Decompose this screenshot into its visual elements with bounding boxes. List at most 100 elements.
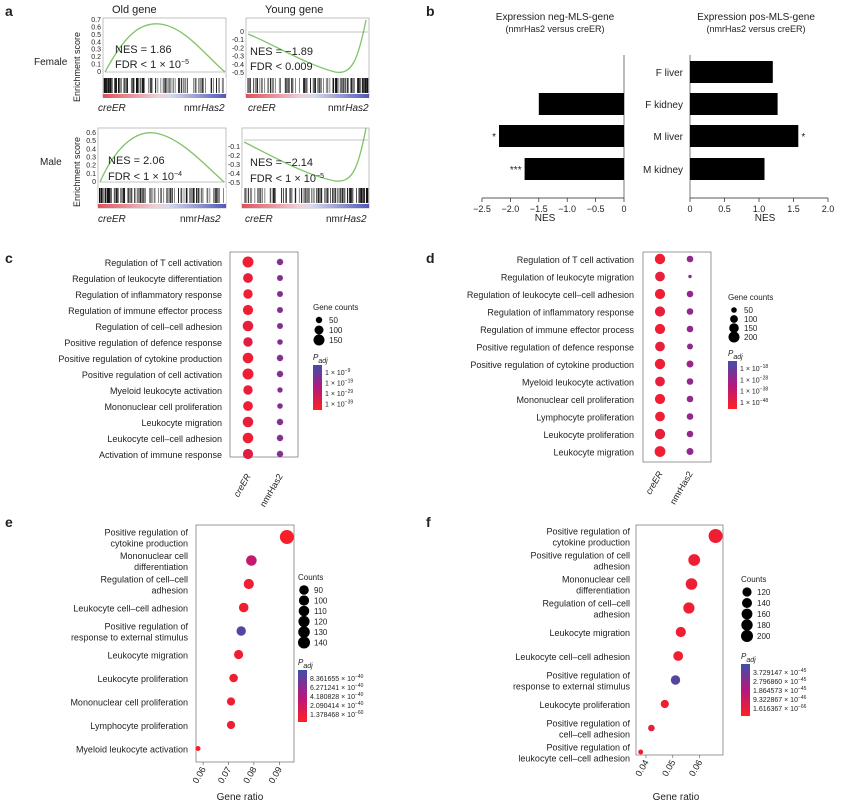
padj-legend-title: Padj — [298, 658, 313, 670]
rank-gradient-female-young — [246, 94, 369, 98]
dot-creER — [654, 393, 666, 405]
dot-creER — [243, 401, 253, 411]
term-label: cytokine production — [552, 538, 630, 548]
ratio-dot — [279, 530, 294, 544]
xtick-label: 0.05 — [660, 758, 677, 778]
panel-c-dotplot: Regulation of T cell activation Regulatio… — [58, 251, 358, 509]
ratio-dot — [195, 746, 201, 751]
ticks-female-old: 0.70.60.50.40.30.20.10 — [91, 17, 101, 76]
dot-creER — [243, 273, 253, 283]
tick-label-right: 0.5 — [718, 204, 731, 214]
size-legend-title: Gene counts — [313, 303, 358, 312]
tick-label: 0.6 — [86, 130, 96, 137]
term-label: Leukocyte cell–cell adhesion — [73, 604, 188, 614]
term-label: Regulation of T cell activation — [517, 255, 634, 265]
panel-label-e: e — [5, 514, 13, 530]
ratio-dot — [685, 578, 698, 590]
size-legend-dot — [298, 605, 310, 617]
size-legend-dot — [729, 323, 739, 333]
dot-creER — [654, 323, 666, 335]
size-legend-dot — [742, 587, 752, 597]
ylabel-female: Enrichment score — [72, 32, 82, 102]
panel-label-c: c — [5, 250, 13, 266]
size-legend-title: Counts — [741, 575, 766, 584]
padj-colorbar — [741, 664, 750, 716]
term-label: Myeloid leukocyte activation — [110, 386, 222, 396]
axis-right-female-old: nmrHas2 — [184, 103, 225, 114]
size-legend-label: 180 — [757, 621, 771, 630]
dot-creER — [654, 288, 666, 300]
panel-label-f: f — [426, 514, 431, 530]
padj-legend-label: 3.729147 × 10−45 — [753, 668, 807, 677]
dot-creER — [655, 341, 665, 352]
padj-colorbar — [313, 365, 322, 410]
dot-nmrHas2 — [686, 290, 694, 298]
d-frame — [642, 251, 712, 463]
dot-creER — [242, 368, 254, 380]
b-right-title-2: (nmrHas2 versus creER) — [706, 24, 805, 34]
tick-label-left: 0 — [621, 204, 626, 214]
xtick-label: 0.09 — [267, 765, 284, 785]
tick-label: -0.2 — [232, 45, 244, 52]
padj-legend-label: 1 × 10−29 — [325, 389, 353, 398]
term-label: Mononuclear cell proliferation — [516, 395, 634, 405]
term-label: Positive regulation of cytokine producti… — [470, 360, 634, 370]
size-legend-dot — [730, 315, 738, 323]
dot-nmrHas2 — [277, 291, 283, 297]
term-label: Positive regulation of defence response — [476, 343, 634, 353]
xtick-label: 0.06 — [190, 765, 207, 785]
panel-label-b: b — [426, 3, 435, 19]
size-legend-title: Counts — [298, 573, 323, 582]
b-left-title-1: Expression neg-MLS-gene — [496, 12, 615, 23]
dot-nmrHas2 — [277, 307, 283, 313]
ratio-dot — [246, 555, 257, 566]
term-label: Leukocyte migration — [549, 628, 630, 638]
dot-creER — [654, 428, 666, 440]
term-label: adhesion — [151, 586, 188, 596]
ratio-dot — [226, 720, 236, 730]
panel-a-gsea: Old gene Young gene Female Male Enrichme… — [34, 4, 370, 225]
dot-nmrHas2 — [276, 434, 284, 442]
tick-label: 0.4 — [91, 39, 101, 46]
xtick-label: 0.06 — [687, 758, 704, 778]
dot-creER — [242, 256, 254, 268]
dot-nmrHas2 — [277, 323, 283, 329]
padj-legend-label: 1 × 10−9 — [325, 368, 351, 377]
tick-label-right: 0 — [687, 204, 692, 214]
term-label: adhesion — [593, 562, 630, 572]
tick-label-left: −2.5 — [473, 204, 491, 214]
bar-right-0 — [690, 61, 773, 83]
dot-nmrHas2 — [686, 448, 694, 455]
term-label: Regulation of leukocyte cell–cell adhesi… — [467, 290, 634, 300]
size-legend-label: 130 — [314, 628, 328, 637]
dot-creER — [242, 304, 254, 316]
bar-right-1 — [690, 93, 778, 115]
dot-creER — [242, 320, 254, 332]
padj-colorbar — [728, 361, 737, 409]
padj-legend-label: 1 × 10−18 — [740, 364, 768, 373]
xtick-label: 0.04 — [633, 758, 650, 778]
size-legend-label: 200 — [744, 333, 758, 342]
es-curve-male-young — [243, 127, 367, 182]
dot-nmrHas2 — [686, 308, 694, 315]
nes-male-old: NES = 2.06 — [108, 155, 165, 167]
term-label: Regulation of leukocyte differentiation — [72, 274, 222, 284]
size-legend-label: 90 — [314, 586, 323, 595]
es-curve-female-young — [247, 19, 367, 73]
dot-creER — [242, 432, 254, 444]
term-label: Myeloid leukocyte activation — [76, 745, 188, 755]
dot-nmrHas2 — [686, 360, 694, 368]
tick-label: -0.1 — [228, 144, 240, 151]
ratio-dot — [229, 673, 238, 683]
nes-female-young: NES = −1.89 — [250, 46, 313, 58]
term-label: Leukocyte proliferation — [97, 674, 188, 684]
term-label: Lymphocyte proliferation — [536, 413, 634, 423]
padj-colorbar — [298, 670, 307, 722]
tick-label: -0.3 — [228, 162, 240, 169]
term-label: leukocyte cell–cell adhesion — [518, 754, 630, 764]
dot-creER — [242, 416, 254, 428]
ratio-dot — [638, 749, 644, 755]
